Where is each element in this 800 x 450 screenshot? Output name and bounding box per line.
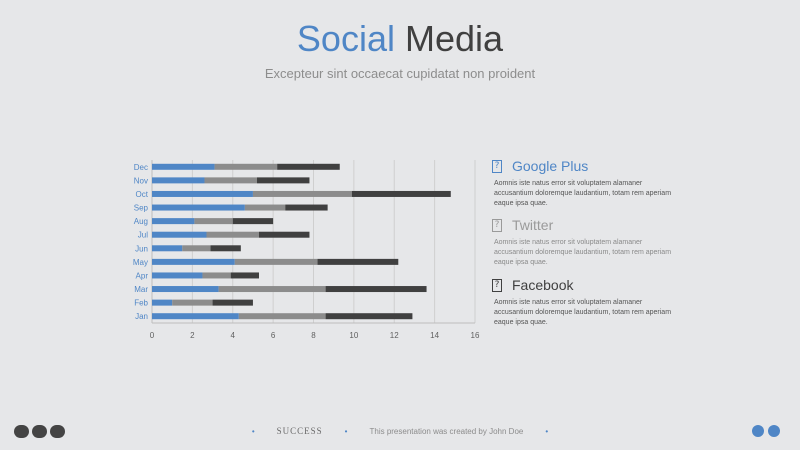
bar-google-plus	[152, 231, 207, 238]
title-rest: Media	[405, 18, 504, 59]
bar-facebook	[212, 299, 253, 306]
y-tick-label: Feb	[134, 299, 148, 308]
bar-twitter	[244, 204, 286, 211]
bar-facebook	[325, 313, 413, 320]
x-tick-label: 16	[471, 331, 480, 340]
footer-brand: SUCCESS	[276, 426, 323, 436]
bar-google-plus	[152, 204, 245, 211]
bar-google-plus	[152, 313, 239, 320]
bar-twitter	[234, 258, 318, 265]
legend-name: Twitter	[512, 217, 554, 233]
footer: • SUCCESS • This presentation was created b…	[251, 426, 549, 436]
y-tick-label: Sep	[134, 204, 149, 213]
x-tick-label: 8	[311, 331, 316, 340]
y-tick-label: Oct	[136, 190, 149, 199]
title-accent: Social	[296, 18, 395, 59]
legend-name: Facebook	[512, 277, 574, 293]
page-title: Social Media	[0, 18, 800, 60]
bar-twitter	[218, 286, 326, 293]
bar-twitter	[194, 218, 233, 225]
y-tick-label: Dec	[134, 163, 148, 172]
square-icon: ?	[492, 278, 502, 292]
y-tick-label: Jan	[135, 312, 148, 321]
y-tick-label: Jun	[135, 244, 148, 253]
bar-facebook	[230, 272, 259, 279]
bar-google-plus	[152, 163, 215, 170]
bar-google-plus	[152, 286, 219, 293]
square-icon: ?	[492, 218, 502, 232]
y-tick-label: Aug	[134, 217, 148, 226]
bar-facebook	[285, 204, 328, 211]
bar-twitter	[182, 245, 211, 252]
x-tick-label: 0	[150, 331, 155, 340]
bar-google-plus	[152, 190, 253, 197]
legend-description: Aomnis iste natus error sit voluptatem a…	[494, 299, 672, 326]
x-tick-label: 6	[271, 331, 276, 340]
x-tick-label: 12	[390, 331, 399, 340]
y-tick-label: Mar	[134, 285, 148, 294]
bar-facebook	[256, 177, 310, 184]
bar-google-plus	[152, 258, 235, 265]
bar-chart: 0 2 4 6 8 10 12 14 16 Jan Feb Mar Apr May Jun Jul Aug Sep…	[133, 160, 480, 340]
bar-google-plus	[152, 177, 205, 184]
bar-twitter	[214, 163, 278, 170]
bar-facebook	[232, 218, 274, 225]
bar-google-plus	[152, 299, 173, 306]
x-tick-label: 4	[231, 331, 236, 340]
legend-description: Aomnis iste natus error sit voluptatem a…	[494, 239, 672, 266]
bar-twitter	[206, 231, 259, 238]
bar-twitter	[252, 190, 352, 197]
bar-facebook	[351, 190, 451, 197]
bar-facebook	[325, 286, 427, 293]
footer-dots	[14, 425, 65, 438]
x-tick-label: 2	[190, 331, 195, 340]
legend-name: Google Plus	[512, 158, 589, 174]
bar-facebook	[277, 163, 340, 170]
footer-nav-dots	[752, 425, 780, 437]
x-tick-label: 10	[349, 331, 358, 340]
legend-twitter: ? Twitter Aomnis iste natus error sit vo…	[492, 217, 672, 268]
y-tick-label: Jul	[138, 231, 148, 240]
bar-facebook	[258, 231, 310, 238]
y-tick-label: May	[133, 258, 148, 267]
legend-google-plus: ? Google Plus Aomnis iste natus error si…	[492, 158, 672, 209]
bar-twitter	[204, 177, 257, 184]
bar-twitter	[202, 272, 231, 279]
bar-google-plus	[152, 272, 203, 279]
y-tick-label: Apr	[136, 271, 149, 280]
legend-facebook: ? Facebook Aomnis iste natus error sit v…	[492, 277, 672, 328]
footer-credit: This presentation was created by John Do…	[369, 427, 524, 436]
y-tick-label: Nov	[134, 176, 148, 185]
page-subtitle: Excepteur sint occaecat cupidatat non pr…	[264, 66, 536, 81]
x-tick-label: 14	[430, 331, 439, 340]
square-icon: ?	[492, 159, 502, 173]
bar-facebook	[317, 258, 399, 265]
bar-twitter	[238, 313, 326, 320]
bar-twitter	[172, 299, 213, 306]
bar-facebook	[210, 245, 241, 252]
bar-google-plus	[152, 245, 183, 252]
legend-description: Aomnis iste natus error sit voluptatem a…	[494, 180, 672, 207]
bar-google-plus	[152, 218, 195, 225]
